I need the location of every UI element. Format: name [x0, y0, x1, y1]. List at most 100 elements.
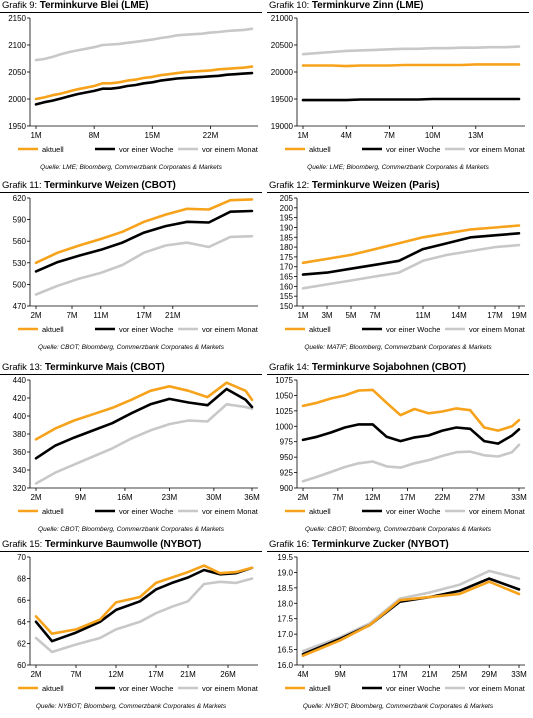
x-tick-label: 30M: [206, 493, 222, 502]
legend-item-aktuell: aktuell: [285, 684, 331, 693]
series-line-monat: [34, 234, 254, 296]
y-tick-label: 205: [280, 194, 294, 203]
legend-label-aktuell: aktuell: [42, 507, 64, 516]
y-tick-label: 975: [280, 438, 294, 447]
chart-source: Quelle: LME; Bloomberg, Commerzbank Corp…: [40, 164, 222, 171]
chart-title: Grafik 13: Terminkurve Mais (CBOT): [2, 362, 165, 373]
legend-item-aktuell: aktuell: [18, 145, 64, 154]
y-tick-label: 17.0: [277, 630, 293, 639]
x-tick-label: 22M: [203, 131, 219, 140]
legend-label-aktuell: aktuell: [42, 145, 64, 154]
y-tick-label: 195: [280, 214, 294, 223]
chart-panel-sojabohnen: Grafik 14: Terminkurve Sojabohnen (CBOT)…: [267, 362, 533, 541]
legend-label-monat: vor einem Monat: [469, 145, 526, 154]
legend-item-monat: vor einem Monat: [178, 325, 259, 334]
chart-plot: 150 155 160 165 170 175 180 185 190 195 200 205 1M 3M…: [267, 193, 533, 343]
series-line-aktuell: [34, 65, 254, 101]
series-line-monat: [34, 402, 254, 485]
legend-item-woche: vor einer Woche: [362, 325, 440, 334]
y-tick-label: 16.5: [277, 646, 293, 655]
legend-item-monat: vor einem Monat: [178, 684, 259, 693]
series-line-woche: [301, 97, 521, 102]
series-line-monat: [301, 569, 521, 653]
y-tick-label: 21000: [271, 14, 294, 23]
series-line-monat: [301, 243, 521, 290]
series-line-monat: [301, 443, 521, 483]
y-tick-label: 950: [280, 453, 294, 462]
x-tick-label: 4M: [297, 670, 308, 679]
legend-item-aktuell: aktuell: [18, 684, 64, 693]
chart-panel-blei: Grafik 9: Terminkurve Blei (LME) 1950 2000…: [0, 0, 266, 179]
x-tick-label: 8M: [89, 131, 100, 140]
chart-svg: 1950 2000 2050 2100 2150 1M 8M 15M 22M aktuell vor…: [8, 14, 259, 154]
x-tick-label: 17M: [392, 670, 408, 679]
chart-number: Grafik 16:: [269, 539, 310, 550]
y-tick-label: 1050: [275, 391, 293, 400]
x-tick-label: 7M: [66, 311, 77, 320]
chart-source: Quelle: CBOT; Bloomberg, Commerzbank Cor…: [305, 526, 491, 533]
y-tick-label: 155: [280, 292, 294, 301]
x-tick-label: 5M: [345, 311, 356, 320]
x-tick-label: 7M: [384, 131, 395, 140]
chart-source: Quelle: LME; Bloomberg, Commerzbank Corp…: [307, 164, 489, 171]
chart-number: Grafik 9:: [2, 0, 37, 11]
series-line-monat: [301, 45, 521, 56]
chart-svg: 900 925 950 975 1000 1025 1050 1075 2M 7M 12M 17M 22…: [275, 376, 527, 516]
title-rule: [267, 192, 529, 193]
series-line-monat: [34, 27, 254, 62]
x-tick-label: 11M: [416, 311, 431, 320]
y-tick-label: 160: [280, 282, 294, 291]
x-tick-label: 1M: [297, 131, 308, 140]
series-line-woche: [34, 209, 254, 273]
chart-number: Grafik 12:: [269, 180, 310, 191]
x-tick-label: 25M: [452, 670, 468, 679]
legend-item-monat: vor einem Monat: [445, 325, 526, 334]
y-tick-label: 150: [280, 302, 294, 311]
chart-panel-baumwolle: Grafik 15: Terminkurve Baumwolle (NYBOT)…: [0, 539, 266, 718]
legend-label-woche: vor einer Woche: [119, 325, 173, 334]
y-tick-label: 170: [280, 263, 294, 272]
chart-title-text: Terminkurve Zinn (LME): [311, 0, 424, 11]
chart-svg: 470 500 530 560 590 620 2M 7M 11M 17M 21M aktuell vo…: [13, 194, 259, 334]
x-tick-label: 7M: [369, 311, 380, 320]
x-tick-label: 9M: [335, 670, 346, 679]
chart-title: Grafik 15: Terminkurve Baumwolle (NYBOT): [2, 539, 201, 550]
x-tick-label: 12M: [108, 670, 124, 679]
x-tick-label: 3M: [321, 311, 332, 320]
chart-title-text: Terminkurve Sojabohnen (CBOT): [311, 362, 467, 373]
legend-item-monat: vor einem Monat: [445, 684, 526, 693]
x-tick-label: 2M: [30, 493, 41, 502]
title-rule: [0, 12, 262, 13]
chart-title: Grafik 16: Terminkurve Zucker (NYBOT): [269, 539, 449, 550]
y-tick-label: 60: [17, 661, 26, 670]
chart-plot: 900 925 950 975 1000 1025 1050 1075 2M 7M 12M 17M 22…: [267, 375, 533, 525]
x-tick-label: 19M: [511, 311, 527, 320]
legend-label-aktuell: aktuell: [42, 325, 64, 334]
y-tick-label: 320: [13, 484, 27, 493]
y-tick-label: 420: [13, 394, 27, 403]
legend-label-monat: vor einem Monat: [469, 684, 526, 693]
chart-number: Grafik 11:: [2, 180, 42, 191]
chart-number: Grafik 14:: [269, 362, 310, 373]
chart-title-text: Terminkurve Zucker (NYBOT): [311, 539, 449, 550]
legend-item-aktuell: aktuell: [285, 325, 331, 334]
x-tick-label: 11M: [93, 311, 108, 320]
chart-source: Quelle: CBOT; Bloomberg, Commerzbank Cor…: [38, 344, 224, 351]
legend-label-monat: vor einem Monat: [469, 507, 526, 516]
chart-plot: 1950 2000 2050 2100 2150 1M 8M 15M 22M aktuell vor…: [0, 13, 266, 163]
y-tick-label: 64: [17, 618, 26, 627]
y-tick-label: 925: [280, 469, 294, 478]
chart-svg: 19000 19500 20000 20500 21000 1M 4M 7M 10M 13M akt…: [271, 14, 526, 154]
x-tick-label: 1M: [30, 131, 41, 140]
series-line-monat: [34, 577, 254, 654]
chart-svg: 320 340 360 380 400 420 440 2M 9M 16M 23M 30M 36M akt…: [13, 376, 260, 516]
x-tick-label: 17M: [148, 670, 164, 679]
x-tick-label: 14M: [451, 311, 467, 320]
x-tick-label: 27M: [469, 493, 485, 502]
chart-title-text: Terminkurve Baumwolle (NYBOT): [44, 539, 202, 550]
chart-svg: 60 62 64 66 68 70 2M 7M 12M 17M 21M 26M aktuell vor e…: [17, 553, 259, 693]
x-tick-label: 17M: [136, 311, 152, 320]
series-line-aktuell: [301, 580, 521, 657]
chart-title-text: Terminkurve Mais (CBOT): [44, 362, 165, 373]
